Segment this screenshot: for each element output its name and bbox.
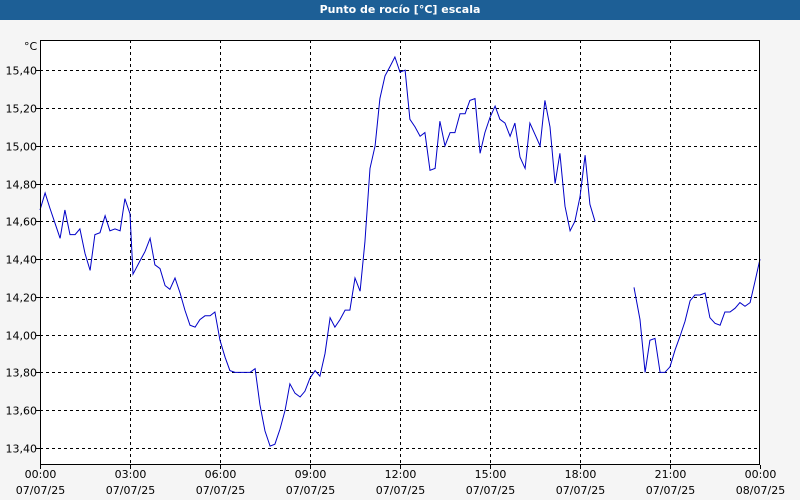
x-tick-label-time: 18:00 bbox=[565, 468, 597, 481]
chart-title: Punto de rocío [°C] escala bbox=[0, 0, 800, 20]
x-tick-label-time: 12:00 bbox=[385, 468, 417, 481]
x-tick-label-date: 07/07/25 bbox=[286, 484, 335, 497]
grid bbox=[40, 40, 760, 465]
x-tick-label-date: 07/07/25 bbox=[646, 484, 695, 497]
y-tick-label: 15,20 bbox=[6, 103, 38, 116]
x-tick-label-date: 07/07/25 bbox=[556, 484, 605, 497]
x-tick-label-date: 07/07/25 bbox=[106, 484, 155, 497]
x-tick-label-date: 07/07/25 bbox=[16, 484, 65, 497]
y-tick-label: 14,80 bbox=[6, 179, 38, 192]
axes: 13,40 13,60 13,80 14,00 14,20 14,40 14,60 14,80… bbox=[6, 40, 785, 497]
y-tick-label: 14,20 bbox=[6, 292, 38, 305]
x-tick-label-time: 21:00 bbox=[655, 468, 687, 481]
y-tick-label: 15,40 bbox=[6, 65, 38, 78]
y-tick-label: 13,60 bbox=[6, 405, 38, 418]
series-line-segment bbox=[633, 258, 761, 373]
chart-area: 13,40 13,60 13,80 14,00 14,20 14,40 14,60 14,80… bbox=[6, 40, 785, 497]
series-line-segment bbox=[39, 55, 596, 447]
x-tick-label-date: 08/07/25 bbox=[736, 484, 785, 497]
y-tick-label: 14,00 bbox=[6, 330, 38, 343]
y-axis-label: °C bbox=[24, 40, 38, 53]
y-tick-label: 15,00 bbox=[6, 141, 38, 154]
y-tick-label: 14,60 bbox=[6, 216, 38, 229]
y-tick-label: 13,40 bbox=[6, 443, 38, 456]
x-tick-label-time: 09:00 bbox=[295, 468, 327, 481]
x-tick-label-time: 03:00 bbox=[115, 468, 147, 481]
series-group bbox=[39, 55, 761, 447]
x-tick-label-date: 07/07/25 bbox=[196, 484, 245, 497]
plot-frame bbox=[40, 40, 760, 465]
x-tick-label-time: 00:00 bbox=[25, 468, 57, 481]
y-tick-label: 14,40 bbox=[6, 254, 38, 267]
x-tick-label-time: 00:00 bbox=[745, 468, 777, 481]
x-tick-label-date: 07/07/25 bbox=[466, 484, 515, 497]
x-tick-label-time: 15:00 bbox=[475, 468, 507, 481]
x-tick-label-time: 06:00 bbox=[205, 468, 237, 481]
x-tick-label-date: 07/07/25 bbox=[376, 484, 425, 497]
y-tick-label: 13,80 bbox=[6, 367, 38, 380]
